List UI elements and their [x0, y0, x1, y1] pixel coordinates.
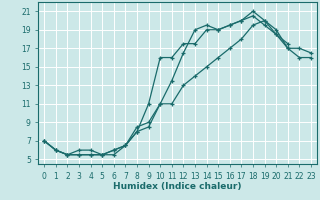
X-axis label: Humidex (Indice chaleur): Humidex (Indice chaleur) — [113, 182, 242, 191]
